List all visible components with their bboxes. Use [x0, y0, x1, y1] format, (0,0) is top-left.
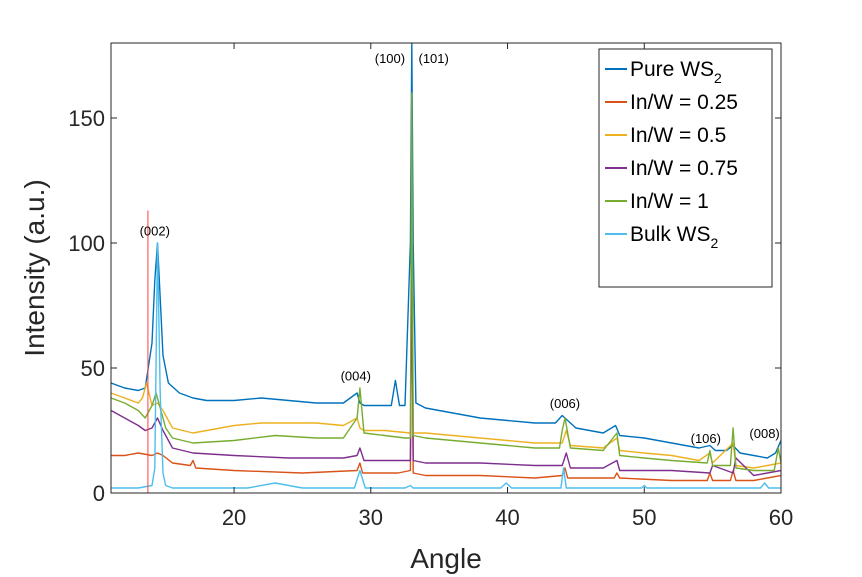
legend-subscript-5: 2: [711, 235, 719, 251]
peak-annotation-4: (006): [550, 396, 580, 411]
peak-annotation-3: (004): [341, 369, 371, 384]
annotation-layer: (002) (100) (101) (004) (006) (106) (008): [140, 51, 780, 446]
x-tick-label-20: 20: [222, 505, 246, 530]
tick-layer: 20 30 40 50 60 0 50 100 150: [68, 43, 793, 530]
y-tick-label-50: 50: [81, 356, 105, 381]
peak-annotation-0: (002): [140, 224, 170, 239]
series-line-1: [111, 254, 781, 482]
plot-area-frame: [110, 42, 782, 494]
legend-label-3: In/W = 0.75: [630, 157, 738, 180]
peak-annotation-5: (106): [691, 431, 721, 446]
x-tick-label-50: 50: [632, 505, 656, 530]
legend-label-2: In/W = 0.5: [630, 124, 726, 147]
y-tick-label-150: 150: [68, 106, 105, 131]
series-line-5: [111, 242, 781, 489]
legend-label-1: In/W = 0.25: [630, 91, 738, 114]
series-line-4: [111, 92, 781, 472]
peak-annotation-2: (101): [419, 51, 449, 66]
x-axis-label: Angle: [410, 543, 482, 574]
x-tick-label-40: 40: [495, 505, 519, 530]
legend-label-4: In/W = 1: [630, 190, 709, 213]
y-tick-label-100: 100: [68, 231, 105, 256]
peak-annotation-6: (008): [749, 426, 779, 441]
peak-annotation-1: (100): [375, 51, 405, 66]
series-layer: [111, 43, 781, 489]
y-axis-label: Intensity (a.u.): [19, 179, 50, 356]
legend-box: [598, 48, 773, 288]
x-tick-label-60: 60: [769, 505, 793, 530]
y-tick-label-0: 0: [93, 481, 105, 506]
legend-subscript-0: 2: [714, 70, 722, 86]
x-tick-label-30: 30: [359, 505, 383, 530]
